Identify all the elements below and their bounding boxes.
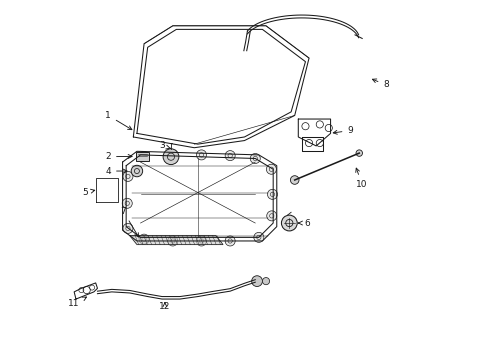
Circle shape <box>196 236 206 246</box>
Circle shape <box>224 150 235 161</box>
Circle shape <box>122 224 133 233</box>
Text: 4: 4 <box>105 167 127 176</box>
Text: 11: 11 <box>68 297 86 308</box>
Circle shape <box>196 150 206 160</box>
Text: 8: 8 <box>372 79 388 90</box>
Circle shape <box>267 189 277 199</box>
Circle shape <box>167 236 178 246</box>
Circle shape <box>251 276 262 287</box>
Text: 2: 2 <box>105 152 132 161</box>
Text: 6: 6 <box>298 219 309 228</box>
Text: 12: 12 <box>159 302 170 311</box>
Circle shape <box>266 211 276 221</box>
Text: 10: 10 <box>355 168 367 189</box>
Circle shape <box>163 149 179 165</box>
Text: 5: 5 <box>82 188 95 197</box>
Circle shape <box>266 164 276 174</box>
Circle shape <box>355 150 362 156</box>
FancyBboxPatch shape <box>136 152 149 161</box>
Circle shape <box>122 171 133 181</box>
Circle shape <box>262 278 269 285</box>
Text: 1: 1 <box>105 111 132 130</box>
Circle shape <box>122 198 132 208</box>
Circle shape <box>281 215 297 231</box>
Text: 7: 7 <box>120 207 138 237</box>
Circle shape <box>253 232 264 242</box>
Circle shape <box>224 236 235 246</box>
Circle shape <box>139 234 149 244</box>
Text: 9: 9 <box>332 126 352 135</box>
Text: 3: 3 <box>159 141 170 150</box>
Circle shape <box>139 152 149 162</box>
Circle shape <box>290 176 298 184</box>
Circle shape <box>131 165 142 177</box>
Circle shape <box>250 153 260 163</box>
Polygon shape <box>129 235 223 244</box>
Circle shape <box>167 150 178 160</box>
